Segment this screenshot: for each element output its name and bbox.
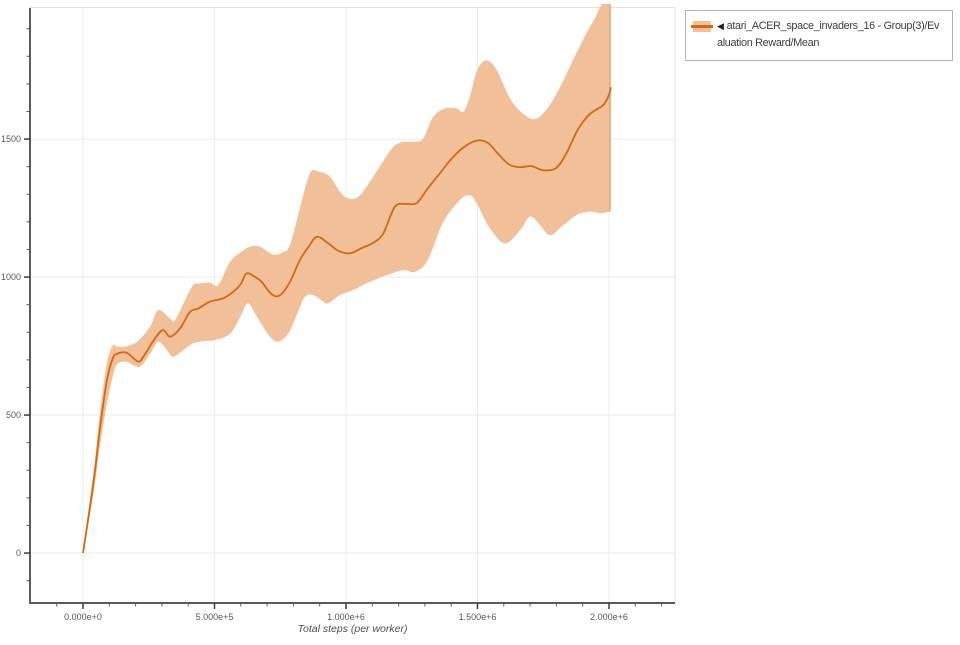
line-color-chip	[691, 25, 713, 28]
legend-box[interactable]: ◀ atari_ACER_space_invaders_16 - Group(3)…	[685, 10, 953, 61]
x-axis-title: Total steps (per worker)	[297, 623, 408, 635]
legend-series-swatch	[691, 21, 713, 32]
y-tick-label: 500	[6, 410, 21, 420]
y-tick-label: 1500	[1, 134, 21, 144]
x-tick-label: 0.000e+0	[64, 612, 102, 622]
x-tick-label: 1.000e+6	[327, 612, 365, 622]
legend-collapse-icon[interactable]: ◀	[717, 21, 724, 31]
axes: 0.000e+0 5.000e+5 1.000e+6 1.500e+6 2.000e+6…	[1, 8, 675, 622]
x-tick-label: 1.500e+6	[459, 612, 497, 622]
y-tick-label: 1000	[1, 272, 21, 282]
plot-area[interactable]	[82, 0, 612, 554]
legend-series-label: atari_ACER_space_invaders_16 - Group(3)/…	[717, 20, 940, 49]
mean-line	[82, 86, 612, 554]
y-tick-label: 0	[16, 548, 21, 558]
legend-entry[interactable]: ◀ atari_ACER_space_invaders_16 - Group(3)…	[717, 18, 943, 52]
x-tick-label: 5.000e+5	[196, 612, 234, 622]
gridlines	[30, 7, 676, 603]
x-tick-label: 2.000e+6	[590, 612, 628, 622]
